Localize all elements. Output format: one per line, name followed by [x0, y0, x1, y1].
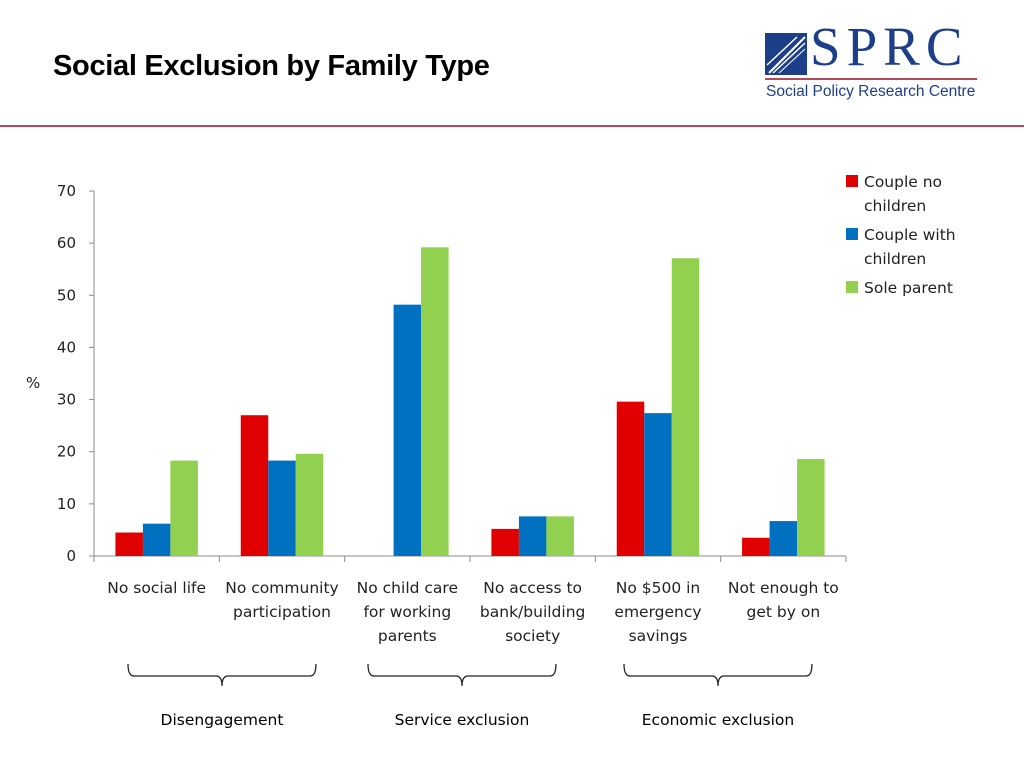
- bar: [491, 528, 519, 556]
- category-label-line: No $500 in: [615, 579, 701, 597]
- sprc-logo: SPRC Social Policy Research Centre: [765, 19, 980, 106]
- bar: [240, 415, 269, 556]
- legend-item: Couple with children: [846, 223, 976, 271]
- category-label: No social life: [95, 576, 219, 600]
- bar: [797, 459, 825, 556]
- category-label-line: for working: [363, 603, 452, 621]
- category-label-line: No social life: [107, 579, 207, 597]
- bar: [769, 521, 798, 556]
- legend-label-line: children: [864, 250, 927, 268]
- legend-label-line: children: [864, 197, 927, 215]
- page-title: Social Exclusion by Family Type: [53, 50, 490, 82]
- bar: [295, 453, 324, 556]
- category-label-line: Not enough to: [727, 579, 839, 597]
- category-label: No community participation: [220, 576, 344, 624]
- group-label: Service exclusion: [394, 711, 530, 729]
- y-tick-label: 40: [57, 338, 76, 356]
- bar: [518, 516, 547, 556]
- bar: [644, 413, 672, 556]
- legend-swatch: [846, 228, 858, 240]
- bar: [421, 247, 449, 557]
- category-label-line: parents: [377, 627, 437, 645]
- y-tick-label: 0: [66, 547, 76, 565]
- y-tick-label: 50: [57, 286, 76, 304]
- group-brace: [127, 663, 317, 687]
- bar: [142, 523, 171, 556]
- bar: [616, 401, 645, 556]
- category-label-line: No community: [225, 579, 339, 597]
- legend-label-line: Sole parent: [864, 279, 953, 297]
- legend-label: Sole parent: [864, 276, 976, 300]
- bar: [742, 537, 770, 556]
- title-divider: [0, 125, 1024, 127]
- legend-item: Sole parent: [846, 276, 976, 300]
- logo-subtitle: Social Policy Research Centre: [766, 83, 976, 100]
- legend-swatch: [846, 281, 858, 293]
- category-label: Not enough to get by on: [721, 576, 845, 624]
- y-axis-title: %: [26, 374, 41, 392]
- bar: [671, 258, 700, 556]
- y-tick-label: 10: [57, 495, 76, 513]
- group-label: Disengagement: [160, 711, 284, 729]
- logo-wordmark: SPRC: [810, 16, 969, 77]
- bar: [268, 460, 296, 556]
- legend-item: Couple no children: [846, 170, 976, 218]
- category-label-line: emergency: [614, 603, 702, 621]
- bar: [115, 532, 143, 556]
- y-tick-label: 30: [57, 391, 76, 409]
- category-label-line: participation: [233, 603, 331, 621]
- bar: [393, 304, 422, 556]
- bar: [170, 460, 198, 556]
- y-tick-label: 60: [57, 234, 76, 252]
- sprc-logo-mark: [765, 33, 807, 75]
- category-label-line: bank/building: [479, 603, 586, 621]
- category-label-line: savings: [628, 627, 688, 645]
- group-label: Economic exclusion: [641, 711, 795, 729]
- legend-label-line: Couple with: [864, 226, 956, 244]
- group-brace: [367, 663, 557, 687]
- category-label-line: No access to: [483, 579, 583, 597]
- chart-legend: Couple no children Couple with children Sole…: [846, 170, 976, 305]
- category-label: No access to bank/building society: [471, 576, 595, 648]
- category-label: No child care for working parents: [345, 576, 469, 648]
- category-label-line: No child care: [356, 579, 458, 597]
- bar: [546, 516, 574, 556]
- logo-divider: [765, 78, 977, 80]
- group-brace: [623, 663, 813, 687]
- y-tick-label: 70: [57, 182, 76, 200]
- y-tick-label: 20: [57, 443, 76, 461]
- legend-label: Couple no children: [864, 170, 976, 218]
- category-label-line: get by on: [746, 603, 821, 621]
- legend-swatch: [846, 175, 858, 187]
- category-label-line: society: [505, 627, 561, 645]
- category-label: No $500 in emergency savings: [596, 576, 720, 648]
- legend-label: Couple with children: [864, 223, 976, 271]
- legend-label-line: Couple no: [864, 173, 943, 191]
